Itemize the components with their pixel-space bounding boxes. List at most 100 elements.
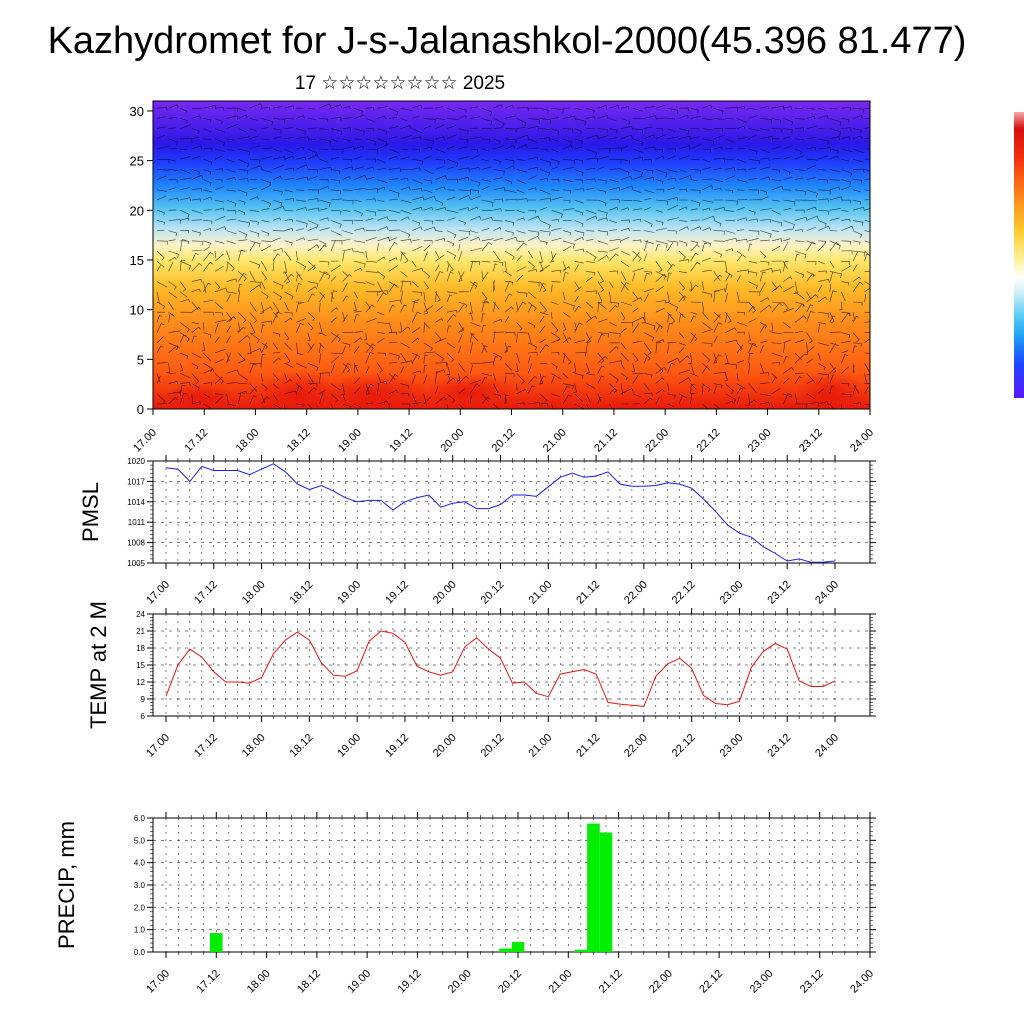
y-tick-label: 1014	[127, 498, 145, 507]
y-tick-label: 10	[130, 303, 144, 318]
y-tick-label: 18	[136, 644, 145, 653]
x-tick-label: 23.00	[718, 579, 746, 607]
x-tick-label: 18.00	[240, 732, 268, 760]
x-tick-label: 17.00	[144, 732, 172, 760]
cross-section-plot: 0 5 10 15 20 25 30 17.00 17.12 18.00 18.12 19.00 19.…	[130, 100, 876, 455]
precip-bar	[511, 941, 525, 952]
x-tick-label: 17.12	[182, 427, 210, 455]
x-tick-label: 24.00	[848, 427, 876, 455]
y-tick-label: 1008	[127, 539, 145, 548]
x-tick-label: 21.12	[592, 427, 620, 455]
x-tick-label: 17.12	[192, 579, 220, 607]
y-tick-label: 25	[130, 154, 144, 169]
y-tick-label: 6	[141, 712, 146, 721]
x-tick-label: 20.00	[431, 732, 459, 760]
x-tick-label: 24.00	[848, 968, 876, 996]
y-tick-label: 15	[130, 253, 144, 268]
x-tick-label: 19.12	[387, 427, 415, 455]
x-tick-label: 17.00	[144, 968, 172, 996]
precip-bar	[499, 948, 512, 952]
precip-bar	[587, 823, 600, 952]
x-tick-label: 21.12	[597, 968, 625, 996]
x-tick-label: 20.12	[479, 579, 507, 607]
y-tick-label: 4.0	[134, 859, 146, 868]
temp-plot: 6 9 12 15 18 21 24 17.00 17.12 18.00 18.12 19.00 19.…	[86, 601, 876, 760]
pmsl-frame	[152, 460, 871, 564]
x-tick-label: 19.12	[383, 732, 411, 760]
x-tick-label: 21.00	[541, 427, 569, 455]
x-tick-label: 21.00	[526, 579, 554, 607]
y-tick-label: 24	[136, 610, 145, 619]
y-tick-label: 6.0	[134, 814, 146, 823]
x-tick-label: 21.00	[546, 968, 574, 996]
x-tick-label: 19.12	[396, 968, 424, 996]
x-tick-label: 20.12	[490, 427, 518, 455]
y-tick-label: 0.0	[134, 948, 146, 957]
x-tick-label: 22.00	[622, 732, 650, 760]
pmsl-series-line	[165, 463, 836, 563]
x-tick-label: 21.12	[574, 579, 602, 607]
y-tick-label: 15	[136, 661, 145, 670]
precip-plot: 0.0 1.0 2.0 3.0 4.0 5.0 6.0 17.00 17.12 18.00 18.1…	[54, 812, 876, 996]
temp-frame	[152, 613, 871, 717]
x-tick-label: 18.00	[234, 427, 262, 455]
y-tick-label: 1017	[127, 477, 145, 486]
x-tick-label: 18.00	[245, 968, 273, 996]
x-tick-label: 20.12	[496, 968, 524, 996]
temp-ylabel: TEMP at 2 M	[86, 601, 111, 729]
x-tick-label: 17.00	[131, 427, 159, 455]
y-tick-label: 20	[130, 203, 144, 218]
y-tick-label: 1.0	[134, 926, 146, 935]
x-tick-label: 23.12	[798, 968, 826, 996]
x-tick-label: 22.12	[670, 579, 698, 607]
x-tick-label: 18.12	[288, 579, 316, 607]
date-subtitle: 17 ☆☆☆☆☆☆☆☆ 2025	[294, 73, 506, 94]
x-tick-label: 18.12	[285, 427, 313, 455]
x-tick-label: 18.12	[288, 732, 316, 760]
x-tick-label: 19.00	[345, 968, 373, 996]
y-tick-label: 1020	[127, 457, 145, 466]
pmsl-plot: 1005 1008 1011 1014 1017 1020 17.00 17.12 18.00 1…	[78, 455, 876, 607]
y-tick-label: 12	[136, 678, 145, 687]
x-tick-label: 22.00	[647, 968, 675, 996]
x-tick-label: 19.00	[336, 427, 364, 455]
y-tick-label: 5	[137, 352, 144, 367]
precip-bar	[599, 832, 613, 952]
temp-series-line	[165, 630, 836, 707]
x-tick-label: 23.12	[797, 427, 825, 455]
colorbar	[1014, 112, 1024, 398]
warm-core	[160, 384, 240, 409]
precip-bar	[210, 933, 223, 952]
x-tick-label: 21.12	[574, 732, 602, 760]
wind-barbs	[156, 103, 870, 409]
y-tick-label: 1005	[127, 559, 145, 568]
precip-bar	[574, 949, 588, 952]
x-tick-label: 20.00	[431, 579, 459, 607]
y-tick-label: 1011	[128, 518, 146, 527]
x-tick-label: 17.00	[144, 579, 172, 607]
x-tick-label: 23.00	[746, 427, 774, 455]
x-tick-label: 17.12	[194, 968, 222, 996]
pmsl-ylabel: PMSL	[78, 482, 103, 542]
x-tick-label: 18.12	[295, 968, 323, 996]
x-tick-label: 20.00	[446, 968, 474, 996]
x-tick-label: 24.00	[813, 732, 841, 760]
x-tick-label: 23.00	[718, 732, 746, 760]
precip-frame	[152, 817, 871, 953]
x-tick-label: 22.12	[697, 968, 725, 996]
x-tick-label: 17.12	[192, 732, 220, 760]
y-tick-label: 5.0	[134, 836, 146, 845]
x-tick-label: 22.00	[622, 579, 650, 607]
x-tick-label: 24.00	[813, 579, 841, 607]
warm-core	[795, 370, 865, 409]
x-tick-label: 20.12	[479, 732, 507, 760]
x-tick-label: 22.12	[670, 732, 698, 760]
x-tick-label: 20.00	[438, 427, 466, 455]
x-tick-label: 21.00	[526, 732, 554, 760]
y-tick-label: 2.0	[134, 903, 146, 912]
x-tick-label: 23.00	[748, 968, 776, 996]
warm-core	[425, 374, 515, 409]
x-tick-label: 23.12	[765, 732, 793, 760]
